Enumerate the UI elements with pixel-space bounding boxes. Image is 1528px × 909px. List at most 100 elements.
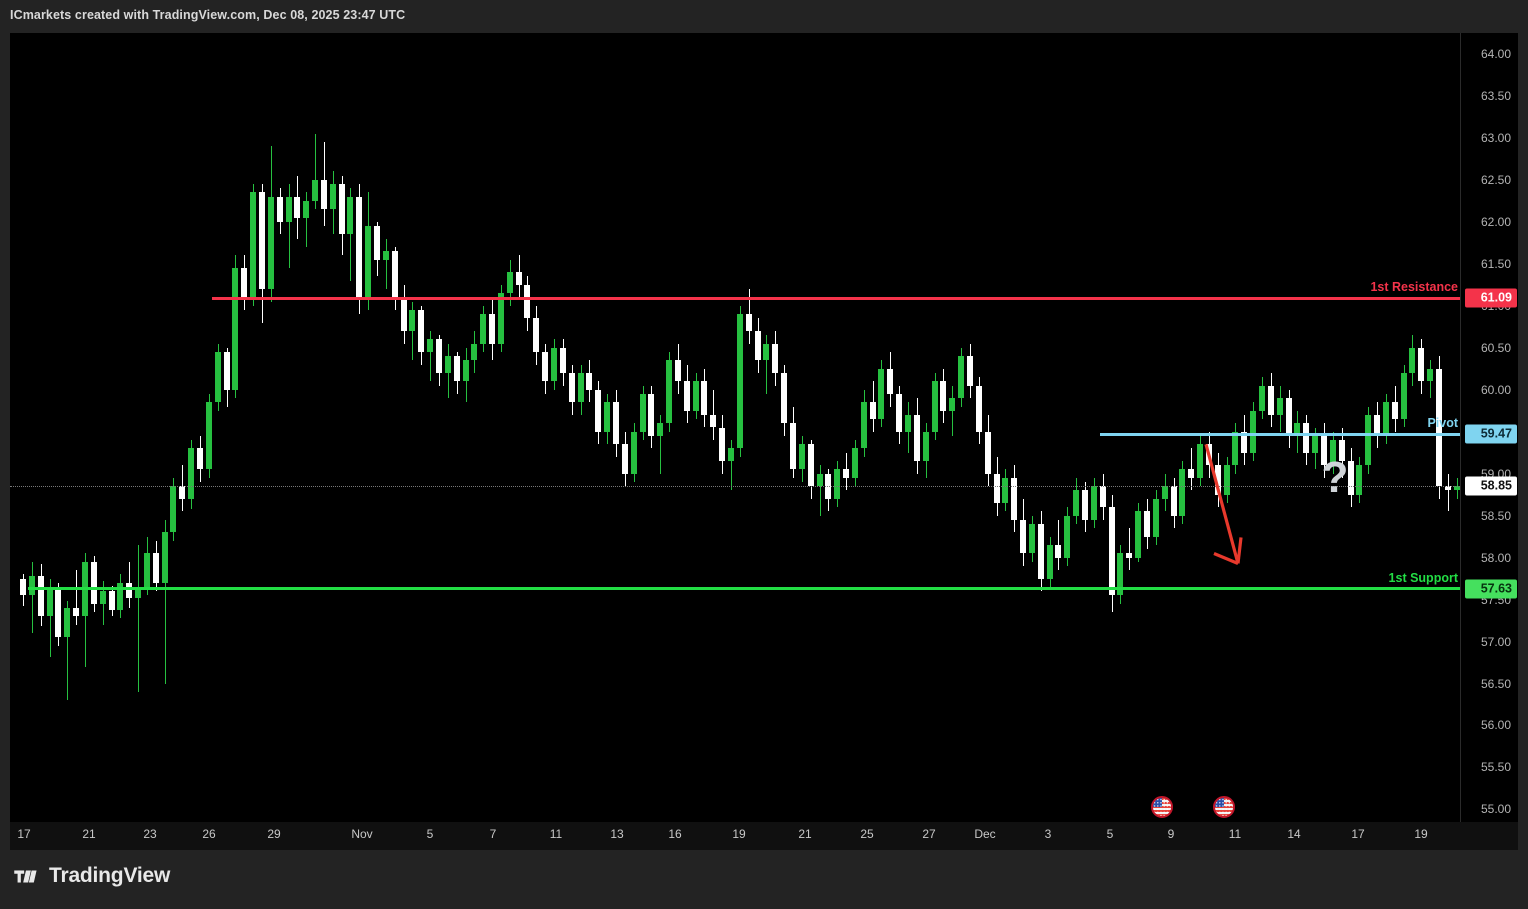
price-tick-label: 64.00 bbox=[1480, 46, 1511, 61]
candle-body bbox=[391, 251, 398, 298]
candle-body bbox=[551, 347, 557, 382]
candle-body bbox=[453, 356, 460, 382]
candle-body bbox=[1099, 486, 1106, 508]
candle-body bbox=[320, 179, 327, 210]
candle-wick bbox=[315, 133, 316, 210]
pivot-level-line[interactable] bbox=[1100, 432, 1460, 436]
us-flag-event-icon[interactable] bbox=[1151, 796, 1173, 818]
tradingview-logo-icon bbox=[14, 869, 37, 883]
candle-body bbox=[126, 582, 133, 598]
candle-wick bbox=[820, 465, 821, 516]
candle-body bbox=[108, 591, 115, 610]
time-tick-label: 11 bbox=[1228, 827, 1242, 841]
candle-body bbox=[435, 339, 442, 373]
candle-body bbox=[533, 318, 540, 352]
candle-body bbox=[754, 330, 761, 361]
candle-body bbox=[1046, 545, 1053, 579]
time-tick-label: 27 bbox=[922, 827, 936, 841]
candle-body bbox=[329, 184, 336, 210]
candle-body bbox=[683, 381, 690, 411]
candle-body bbox=[400, 297, 407, 331]
price-tick-label: 57.00 bbox=[1480, 634, 1511, 649]
tradingview-logo[interactable]: TradingView bbox=[14, 864, 170, 888]
pivot-price-badge: 59.47 bbox=[1465, 424, 1517, 444]
chart-plot-area[interactable]: 1st Resistance Pivot 1st Support? bbox=[10, 33, 1460, 822]
candle-body bbox=[922, 431, 929, 462]
candle-body bbox=[1223, 465, 1230, 495]
price-tick-label: 60.00 bbox=[1480, 382, 1511, 397]
candle-wick bbox=[67, 601, 68, 701]
candle-body bbox=[949, 398, 956, 411]
candle-body bbox=[1020, 519, 1027, 554]
time-tick-label: 26 bbox=[202, 827, 216, 841]
candle-body bbox=[1329, 440, 1336, 466]
time-tick-label: 21 bbox=[82, 827, 96, 841]
candle-body bbox=[728, 448, 734, 462]
candle-body bbox=[719, 427, 726, 462]
tradingview-logo-text: TradingView bbox=[49, 864, 171, 887]
candle-body bbox=[692, 381, 699, 411]
candle-body bbox=[559, 347, 566, 373]
candle-body bbox=[276, 196, 283, 222]
candle-body bbox=[338, 184, 345, 235]
candle-body bbox=[958, 356, 965, 399]
resistance-level-line[interactable] bbox=[212, 296, 1460, 300]
candle-body bbox=[1347, 461, 1354, 495]
candle-body bbox=[1117, 553, 1124, 596]
candle-body bbox=[1436, 368, 1442, 487]
candle-wick bbox=[713, 389, 714, 441]
candle-body bbox=[46, 589, 53, 617]
candle-body bbox=[701, 381, 708, 415]
candle-body bbox=[869, 402, 876, 420]
candle-body bbox=[1170, 486, 1177, 516]
candle-body bbox=[497, 293, 504, 344]
price-tick-label: 56.50 bbox=[1480, 676, 1511, 691]
candle-body bbox=[1391, 402, 1398, 420]
candle-wick bbox=[386, 238, 387, 289]
candle-body bbox=[37, 576, 44, 617]
time-tick-label: 19 bbox=[1414, 827, 1428, 841]
candle-body bbox=[489, 314, 496, 344]
candle-body bbox=[905, 414, 911, 432]
time-axis[interactable]: 17 21 23 26 29 Nov 5 7 11 13 16 19 21 25 27 Dec 3 5 9 11 14 1… bbox=[10, 822, 1518, 850]
question-mark-annotation: ? bbox=[1321, 452, 1349, 502]
candle-body bbox=[382, 251, 389, 260]
candle-body bbox=[524, 284, 531, 319]
down-arrow-annotation-icon bbox=[1204, 443, 1243, 565]
candle-body bbox=[444, 356, 451, 373]
candle-body bbox=[586, 372, 593, 390]
candle-body bbox=[20, 578, 26, 596]
candle-body bbox=[1188, 469, 1195, 478]
candle-wick bbox=[952, 385, 953, 436]
candle-body bbox=[356, 196, 363, 298]
time-tick-label: 17 bbox=[17, 827, 31, 841]
candle-wick bbox=[350, 188, 351, 281]
candle-body bbox=[506, 272, 513, 294]
candle-body bbox=[409, 309, 416, 331]
candle-body bbox=[1418, 347, 1425, 382]
support-price-badge: 57.63 bbox=[1465, 579, 1517, 599]
candle-body bbox=[188, 448, 195, 499]
candle-wick bbox=[50, 579, 51, 657]
candle-body bbox=[896, 393, 903, 432]
candle-body bbox=[630, 431, 637, 474]
price-axis[interactable]: 64.0063.5063.0062.5062.0061.5061.0060.50… bbox=[1460, 33, 1518, 822]
candle-body bbox=[789, 423, 796, 470]
candle-body bbox=[1232, 431, 1239, 466]
candle-body bbox=[878, 368, 885, 420]
candle-body bbox=[568, 372, 575, 403]
time-tick-label: Nov bbox=[351, 827, 373, 841]
candle-body bbox=[745, 314, 752, 331]
support-level-line[interactable] bbox=[28, 587, 1460, 591]
candle-body bbox=[1374, 414, 1381, 436]
time-tick-label: 21 bbox=[798, 827, 812, 841]
candle-body bbox=[515, 272, 522, 285]
us-flag-event-icon[interactable] bbox=[1213, 796, 1235, 818]
resistance-level-label: 1st Resistance bbox=[1370, 280, 1458, 295]
candle-body bbox=[966, 356, 973, 386]
candle-body bbox=[851, 448, 858, 478]
candle-body bbox=[250, 192, 257, 298]
time-tick-label: 5 bbox=[426, 827, 434, 841]
candle-body bbox=[1409, 347, 1416, 373]
candle-body bbox=[267, 196, 274, 289]
